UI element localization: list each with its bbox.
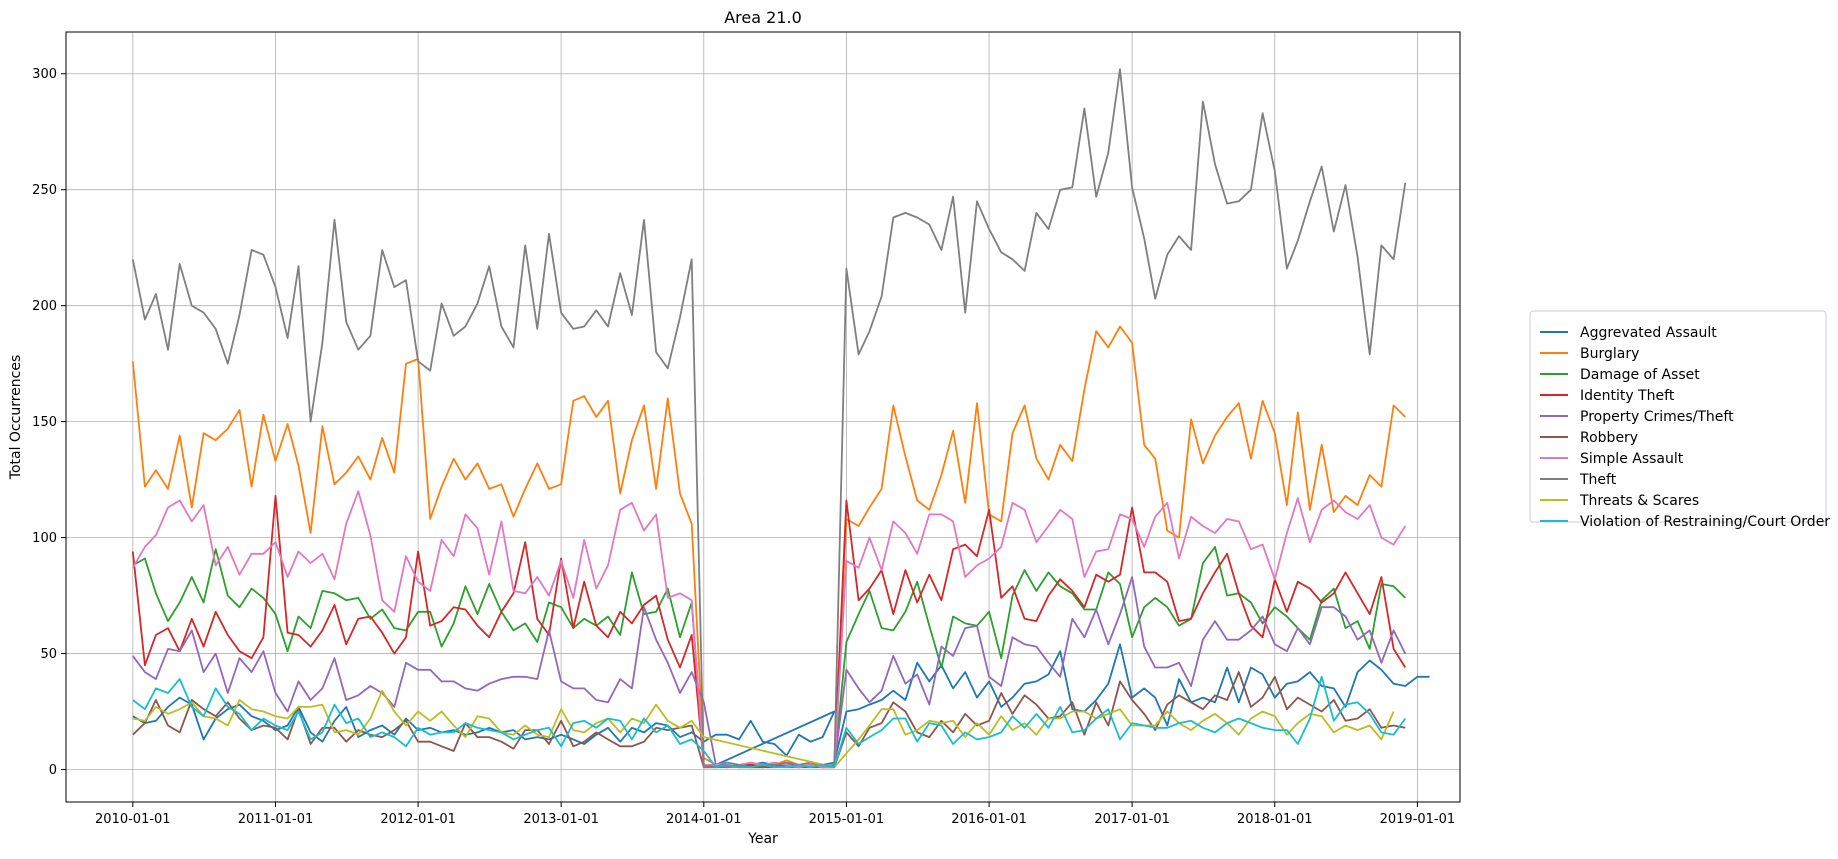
legend-entry-label: Identity Theft xyxy=(1580,388,1675,404)
legend-entry-label: Threats & Scares xyxy=(1579,493,1699,509)
legend-entry-label: Damage of Asset xyxy=(1580,367,1700,383)
x-tick-label: 2018-01-01 xyxy=(1237,812,1313,827)
plot-area-frame xyxy=(65,31,1461,803)
legend-entry-label: Robbery xyxy=(1580,430,1638,446)
x-tick-label: 2017-01-01 xyxy=(1094,812,1170,827)
series-line-damage-of-asset xyxy=(132,546,1406,769)
gridlines xyxy=(66,32,1460,802)
legend-entry-label: Burglary xyxy=(1580,346,1639,362)
series-line-identity-theft xyxy=(131,494,1407,769)
y-axis-label: Total Occurrences xyxy=(8,355,24,480)
x-tick-label: 2013-01-01 xyxy=(523,812,599,827)
y-axis-ticks: 0 50 100 150 200 250 300 xyxy=(32,67,66,778)
legend-entry-label: Violation of Restraining/Court Order xyxy=(1580,514,1830,530)
series-line-theft xyxy=(131,68,1407,769)
x-axis-ticks: 2010-01-01 2011-01-01 2012-01-01 2013-01-01… xyxy=(95,802,1455,827)
y-tick-label: 50 xyxy=(40,647,57,662)
legend-entry-label: Theft xyxy=(1579,472,1617,488)
x-tick-label: 2011-01-01 xyxy=(238,812,314,827)
y-tick-label: 150 xyxy=(32,415,57,430)
series-line-violation-of-restraining-court-order xyxy=(132,675,1407,769)
x-axis-label: Year xyxy=(747,831,778,847)
y-tick-label: 250 xyxy=(32,183,57,198)
series-lines xyxy=(131,68,1430,769)
legend-entry-label: Aggrevated Assault xyxy=(1580,325,1717,341)
x-tick-label: 2010-01-01 xyxy=(95,812,171,827)
legend-entry-label: Property Crimes/Theft xyxy=(1580,409,1734,425)
chart-title: Area 21.0 xyxy=(724,8,802,27)
y-tick-label: 100 xyxy=(32,531,57,546)
x-tick-label: 2016-01-01 xyxy=(951,812,1027,827)
y-tick-label: 300 xyxy=(32,67,57,82)
legend: Aggrevated Assault Burglary Damage of Asse… xyxy=(1529,310,1830,530)
y-tick-label: 200 xyxy=(32,299,57,314)
x-tick-label: 2019-01-01 xyxy=(1380,812,1456,827)
y-tick-label: 0 xyxy=(49,763,57,778)
series-line-aggrevated-assault xyxy=(132,643,1430,769)
x-tick-label: 2015-01-01 xyxy=(809,812,885,827)
x-tick-label: 2014-01-01 xyxy=(666,812,742,827)
legend-frame xyxy=(1529,310,1827,523)
legend-entry-label: Simple Assault xyxy=(1580,451,1684,467)
series-line-simple-assault xyxy=(132,490,1407,769)
series-line-threats-scares xyxy=(132,689,1395,769)
x-tick-label: 2012-01-01 xyxy=(380,812,456,827)
legend-items: Aggrevated Assault Burglary Damage of Asse… xyxy=(1540,325,1830,530)
